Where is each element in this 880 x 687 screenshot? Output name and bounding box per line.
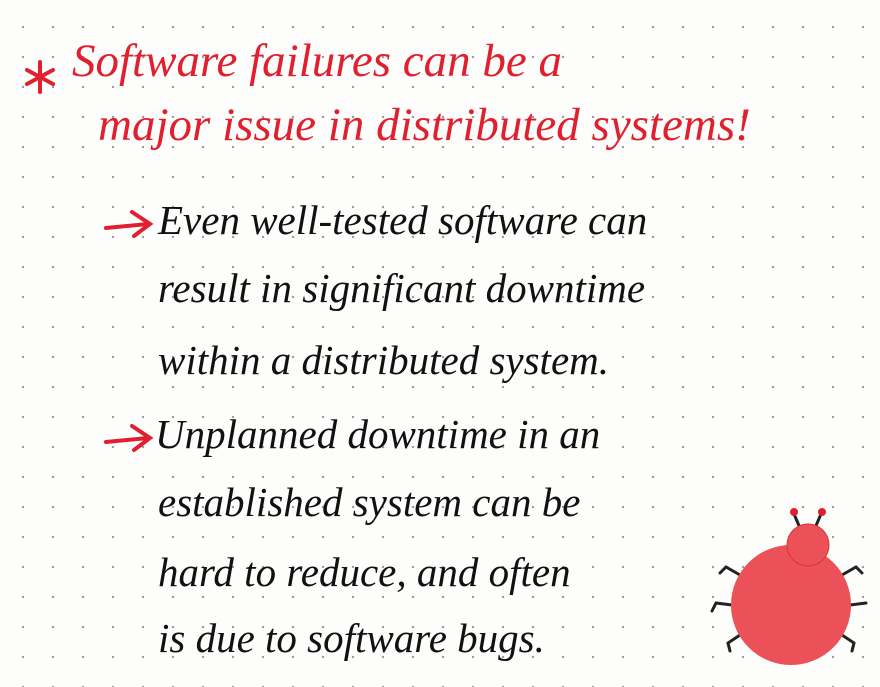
point-line: hard to reduce, and often	[158, 549, 571, 595]
point-line: Unplanned downtime in an	[155, 411, 601, 457]
point-line: within a distributed system.	[158, 337, 609, 383]
heading-line: Software failures can be a	[72, 35, 562, 87]
point-line: is due to software bugs.	[158, 615, 545, 661]
point-line: result in significant downtime	[158, 265, 646, 311]
point-line: Even well-tested software can	[158, 197, 648, 243]
arrow	[104, 210, 154, 238]
asterisk	[25, 60, 55, 94]
bug	[710, 508, 868, 665]
arrow	[104, 424, 154, 452]
heading-line: major issue in distributed systems!	[98, 99, 751, 151]
point-line: established system can be	[158, 479, 581, 525]
